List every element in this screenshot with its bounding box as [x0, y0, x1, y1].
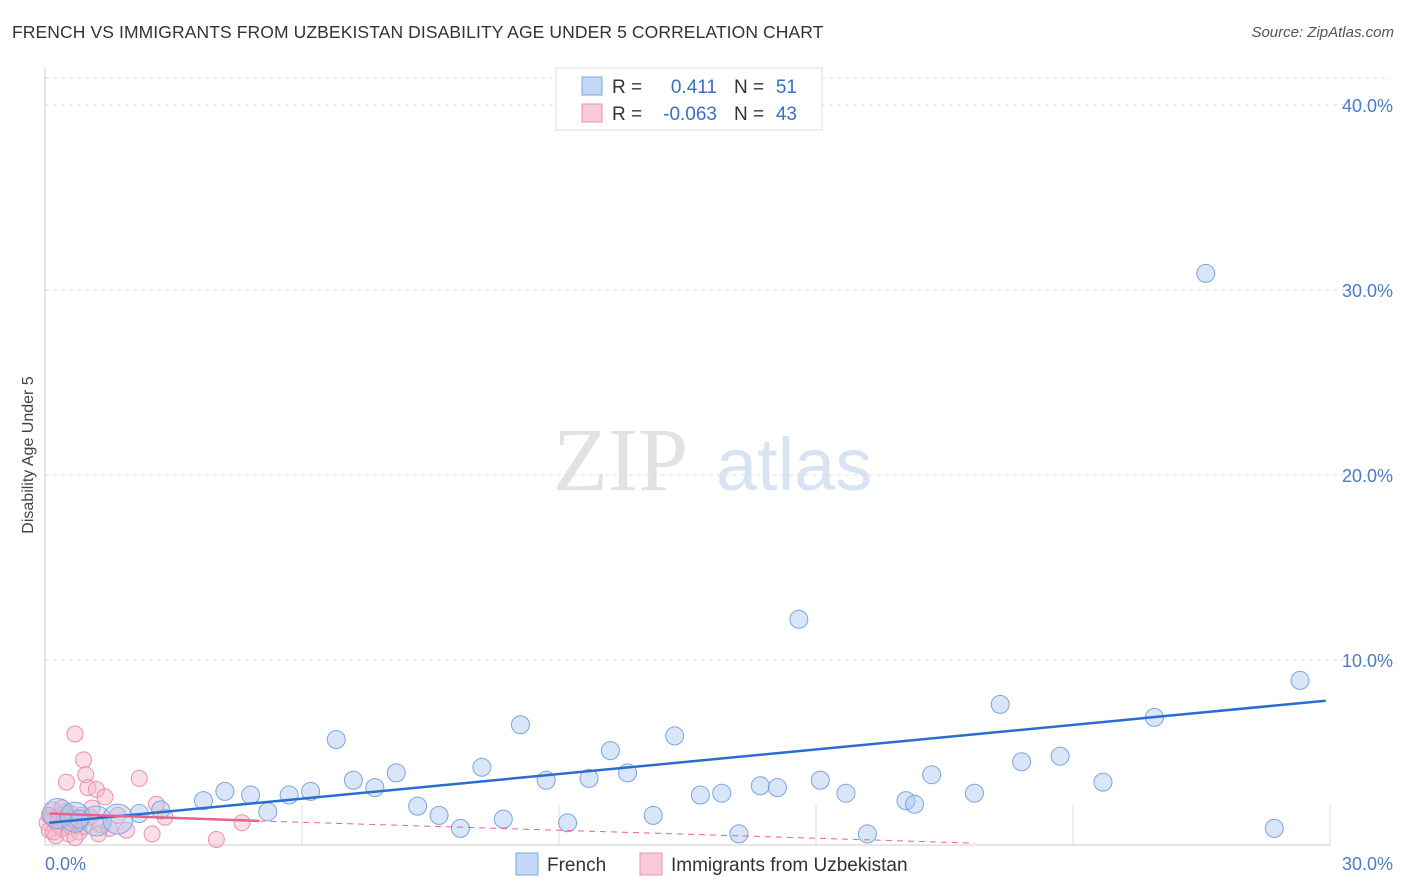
uzbek-point: [143, 825, 161, 843]
axes: [44, 68, 1330, 846]
legend-r-label-uzbek: R =: [612, 104, 642, 125]
y-tick-labels: 10.0% 20.0% 30.0% 40.0%: [1342, 96, 1393, 671]
french-point: [59, 801, 91, 833]
french-point: [1196, 263, 1216, 283]
french-point: [990, 694, 1010, 714]
legend-n-value-uzbek: 43: [776, 104, 797, 125]
legend-n-label-french: N =: [734, 77, 764, 98]
series-swatch-french: [515, 852, 539, 876]
french-point: [750, 776, 770, 796]
uzbek-point: [207, 830, 225, 848]
french-point: [408, 796, 428, 816]
legend-swatch-uzbek: [581, 103, 603, 123]
french-point: [729, 824, 749, 844]
uzbek-point: [57, 773, 75, 791]
trend-lines: [49, 699, 1326, 844]
legend-n-label-uzbek: N =: [734, 104, 764, 125]
legend-r-label-french: R =: [612, 77, 642, 98]
french-point: [1290, 670, 1310, 690]
uzbek-point: [90, 825, 108, 843]
french-point: [343, 770, 363, 790]
watermark-atlas: atlas: [716, 423, 872, 506]
french-point: [600, 741, 620, 761]
french-point: [690, 785, 710, 805]
uzbek-point: [87, 781, 105, 798]
french-point: [665, 726, 685, 746]
french-point: [857, 824, 877, 844]
french-point: [102, 803, 134, 835]
uzbek-point: [66, 725, 84, 743]
french-points: [42, 263, 1310, 844]
french-point: [964, 783, 984, 803]
source-credit: Source: ZipAtlas.com: [1251, 24, 1394, 41]
uzbek-point: [117, 821, 135, 839]
legend-swatch-french: [581, 76, 603, 96]
french-point: [1050, 746, 1070, 766]
french-point: [558, 813, 578, 833]
uzbek-point: [233, 814, 251, 832]
legend-r-value-uzbek: -0.063: [663, 104, 717, 125]
french-point: [1093, 772, 1113, 792]
series-swatch-uzbek: [639, 852, 663, 876]
uzbek-point: [130, 769, 148, 787]
series-label-uzbek: Immigrants from Uzbekistan: [671, 855, 908, 876]
french-point: [810, 770, 830, 790]
french-point: [905, 794, 925, 814]
y-tick-label: 20.0%: [1342, 466, 1393, 486]
uzbek-point: [77, 766, 95, 784]
uzbek-trend-line: [49, 812, 260, 823]
french-point: [365, 778, 385, 798]
french-point: [712, 783, 732, 803]
series-legend: French Immigrants from Uzbekistan: [515, 852, 908, 876]
french-point: [258, 802, 278, 822]
french-point: [386, 763, 406, 783]
watermark-zip: ZIP: [553, 411, 688, 510]
uzbek-point: [66, 829, 84, 847]
uzbek-point: [79, 779, 97, 797]
french-point: [643, 805, 663, 825]
legend-r-value-french: 0.411: [671, 77, 717, 98]
french-point: [151, 800, 171, 820]
chart-title: FRENCH VS IMMIGRANTS FROM UZBEKISTAN DIS…: [12, 22, 824, 42]
french-point: [767, 778, 787, 798]
correlation-legend: R = 0.411 N = 51 R = -0.063 N = 43: [555, 67, 823, 131]
french-point: [472, 757, 492, 777]
uzbek-point: [40, 806, 58, 824]
french-point: [241, 785, 261, 805]
french-point: [1264, 818, 1284, 838]
x-tick-label-start: 0.0%: [45, 854, 86, 874]
uzbek-trend-extension: [259, 820, 975, 844]
french-point: [579, 768, 599, 788]
french-point: [493, 809, 513, 829]
french-point: [450, 818, 470, 838]
series-label-french: French: [547, 855, 606, 876]
x-tick-labels: 0.0% 30.0%: [45, 854, 1393, 874]
french-point: [429, 805, 449, 825]
y-tick-label: 30.0%: [1342, 281, 1393, 301]
uzbek-point: [96, 788, 114, 806]
y-axis-label: Disability Age Under 5: [20, 376, 37, 534]
legend-n-value-french: 51: [776, 77, 797, 98]
french-point: [922, 765, 942, 785]
uzbek-point: [75, 751, 93, 769]
french-trend-line: [49, 699, 1326, 825]
y-tick-label: 10.0%: [1342, 651, 1393, 671]
gridlines: [44, 77, 1390, 845]
french-point: [510, 715, 530, 735]
french-point: [301, 781, 321, 801]
x-tick-label-end: 30.0%: [1342, 854, 1393, 874]
french-point: [193, 791, 213, 811]
french-point: [1012, 752, 1032, 772]
y-tick-label: 40.0%: [1342, 96, 1393, 116]
french-point: [326, 730, 346, 750]
french-point: [215, 781, 235, 801]
uzbek-point: [53, 799, 71, 817]
french-point: [789, 609, 809, 629]
french-point: [836, 783, 856, 803]
